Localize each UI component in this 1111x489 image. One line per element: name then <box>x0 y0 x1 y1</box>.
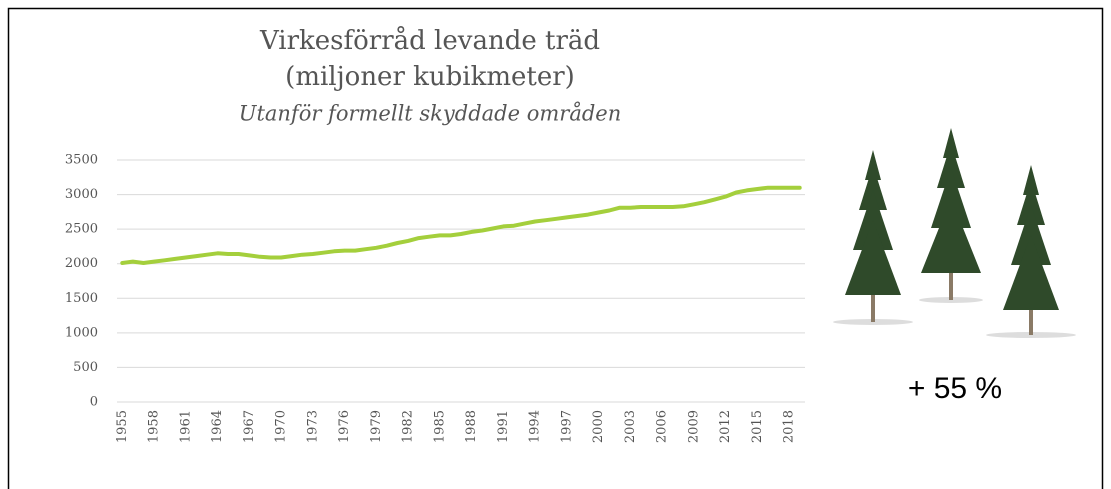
x-tick-label: 1958 <box>147 410 162 443</box>
x-tick-label: 2003 <box>623 410 638 443</box>
y-tick-label: 2000 <box>65 256 98 271</box>
y-tick-label: 2500 <box>65 222 98 237</box>
chart-title: Virkesförråd levande träd <box>259 25 600 56</box>
y-tick-label: 3500 <box>65 153 98 168</box>
x-tick-label: 1985 <box>432 410 447 443</box>
y-tick-label: 0 <box>90 395 98 410</box>
x-tick-label: 1955 <box>115 410 130 443</box>
x-tick-label: 1991 <box>496 410 511 443</box>
chart-subtitle: Utanför formellt skyddade områden <box>239 102 621 126</box>
trees <box>833 128 1076 338</box>
x-tick-label: 1973 <box>305 410 320 443</box>
x-tick-label: 2015 <box>750 410 765 443</box>
x-tick-label: 1964 <box>210 410 225 443</box>
x-tick-label: 1961 <box>178 410 193 443</box>
frame <box>7 7 1104 489</box>
x-tick-label: 1970 <box>274 410 289 443</box>
y-tick-label: 3000 <box>65 187 98 202</box>
chart-title-line2: (miljoner kubikmeter) <box>285 62 575 92</box>
x-tick-label: 1997 <box>559 410 574 443</box>
tree <box>833 150 913 325</box>
data-line <box>120 185 802 265</box>
x-tick-label: 1982 <box>401 410 416 443</box>
x-tick-label: 2009 <box>686 410 701 443</box>
y-tick-label: 1500 <box>65 291 98 306</box>
x-tick-label: 1994 <box>528 410 543 443</box>
x-tick-label: 2000 <box>591 410 606 443</box>
tree <box>919 128 983 303</box>
x-tick-label: 2018 <box>782 410 797 443</box>
x-tick-label: 1988 <box>464 410 479 443</box>
y-tick-label: 1000 <box>65 325 98 340</box>
annotation: + 55 % <box>908 372 1002 405</box>
x-tick-label: 2012 <box>718 410 733 443</box>
x-tick-label: 2006 <box>655 410 670 443</box>
x-tick-label: 1976 <box>337 410 352 443</box>
tree <box>986 165 1076 338</box>
y-tick-label: 500 <box>73 360 98 375</box>
x-tick-label: 1967 <box>242 410 257 443</box>
x-tick-label: 1979 <box>369 410 384 443</box>
